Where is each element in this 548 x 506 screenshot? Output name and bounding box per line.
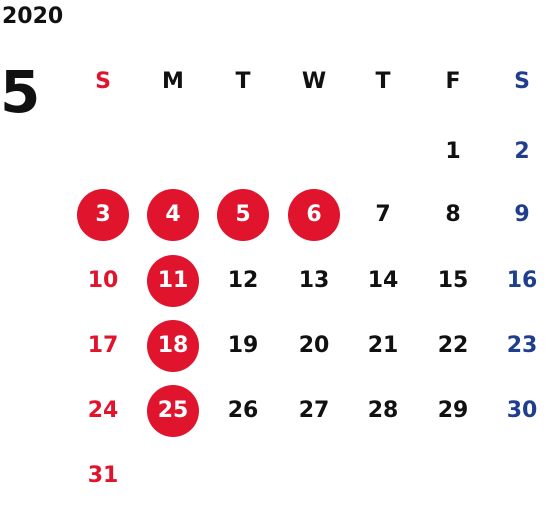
weekday-header: M xyxy=(162,69,184,94)
holiday-marker xyxy=(217,189,269,241)
day-cell: 28 xyxy=(367,398,399,423)
weekday-header: F xyxy=(445,69,461,94)
day-cell: 26 xyxy=(227,398,259,423)
day-cell: 14 xyxy=(367,268,399,293)
day-cell-holiday: 3 xyxy=(95,202,111,227)
day-cell: 2 xyxy=(514,139,530,164)
day-cell: 16 xyxy=(506,268,538,293)
day-cell: 12 xyxy=(227,268,259,293)
day-cell: 31 xyxy=(87,463,119,488)
day-cell: 22 xyxy=(437,333,469,358)
day-cell: 13 xyxy=(298,268,330,293)
day-cell: 8 xyxy=(445,202,461,227)
day-cell: 15 xyxy=(437,268,469,293)
day-cell-holiday: 6 xyxy=(306,202,322,227)
day-cell: 17 xyxy=(87,333,119,358)
month-number: 5 xyxy=(0,58,41,126)
holiday-marker xyxy=(288,189,340,241)
day-cell: 9 xyxy=(514,202,530,227)
day-cell-holiday: 5 xyxy=(235,202,251,227)
year-label: 2020 xyxy=(2,4,64,29)
day-cell: 27 xyxy=(298,398,330,423)
holiday-marker xyxy=(147,385,199,437)
day-cell: 30 xyxy=(506,398,538,423)
holiday-marker xyxy=(147,189,199,241)
day-cell: 7 xyxy=(375,202,391,227)
weekday-header: T xyxy=(375,69,391,94)
day-cell: 20 xyxy=(298,333,330,358)
day-cell-holiday: 18 xyxy=(157,333,189,358)
weekday-header: S xyxy=(514,69,530,94)
weekday-header: T xyxy=(235,69,251,94)
day-cell: 10 xyxy=(87,268,119,293)
day-cell: 1 xyxy=(445,139,461,164)
day-cell: 19 xyxy=(227,333,259,358)
day-cell-holiday: 25 xyxy=(157,398,189,423)
day-cell: 29 xyxy=(437,398,469,423)
day-cell: 21 xyxy=(367,333,399,358)
weekday-header: W xyxy=(301,69,327,94)
holiday-marker xyxy=(147,255,199,307)
weekday-header: S xyxy=(95,69,111,94)
day-cell-holiday: 11 xyxy=(157,268,189,293)
holiday-marker xyxy=(77,189,129,241)
holiday-marker xyxy=(147,320,199,372)
day-cell: 23 xyxy=(506,333,538,358)
day-cell-holiday: 4 xyxy=(165,202,181,227)
day-cell: 24 xyxy=(87,398,119,423)
